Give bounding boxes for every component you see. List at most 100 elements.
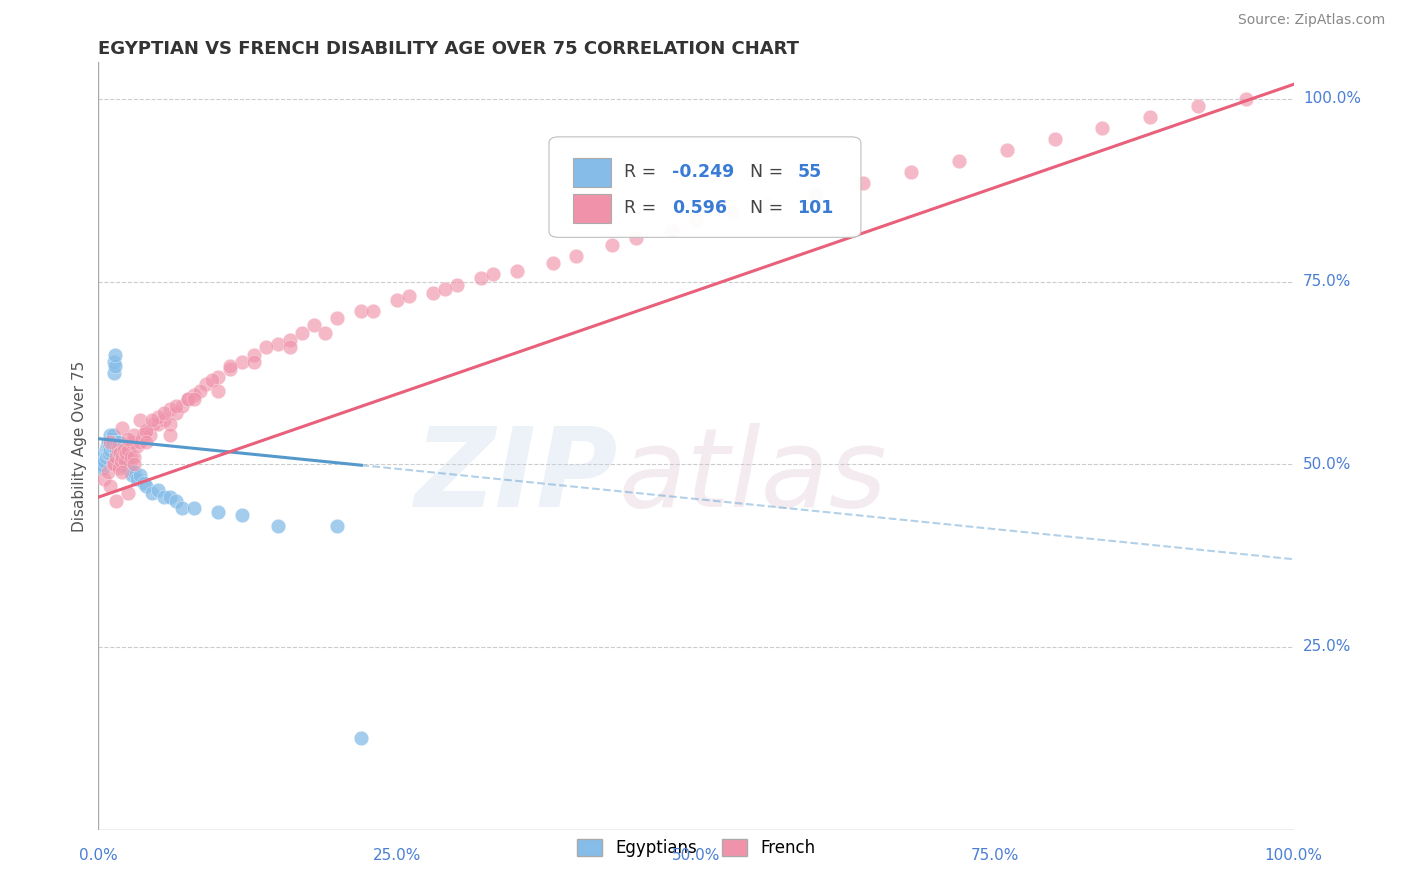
Point	[278, 340, 301, 354]
Point	[91, 461, 114, 475]
Point	[756, 198, 779, 212]
Text: N =: N =	[749, 163, 783, 181]
Point	[111, 465, 134, 479]
Text: N =: N =	[749, 199, 783, 217]
Point	[96, 446, 118, 460]
Point	[117, 442, 139, 457]
Text: 75.0%: 75.0%	[970, 847, 1019, 863]
Point	[101, 428, 124, 442]
Point	[207, 384, 229, 399]
Point	[565, 249, 588, 263]
Point	[1187, 99, 1209, 113]
Point	[105, 493, 128, 508]
Point	[219, 362, 242, 376]
Point	[481, 268, 505, 282]
Point	[291, 326, 314, 340]
Point	[267, 519, 290, 533]
Point	[159, 428, 181, 442]
Point	[90, 457, 112, 471]
Point	[243, 348, 266, 362]
Text: 0.596: 0.596	[672, 199, 727, 217]
FancyBboxPatch shape	[572, 158, 612, 186]
Point	[112, 450, 135, 464]
Point	[398, 289, 420, 303]
Point	[91, 450, 114, 464]
Point	[207, 505, 229, 519]
Point	[108, 446, 131, 460]
Point	[135, 425, 157, 439]
Text: 25.0%: 25.0%	[373, 847, 422, 863]
Text: R =: R =	[624, 199, 657, 217]
Point	[243, 355, 266, 369]
Text: 75.0%: 75.0%	[1303, 274, 1351, 289]
Point	[117, 486, 139, 500]
Point	[107, 435, 129, 450]
Point	[135, 425, 157, 439]
Point	[188, 384, 211, 399]
Point	[96, 439, 118, 453]
Point	[422, 285, 444, 300]
Text: 100.0%: 100.0%	[1264, 847, 1323, 863]
Text: 0.0%: 0.0%	[79, 847, 118, 863]
Point	[120, 450, 142, 464]
Point	[148, 409, 170, 424]
Point	[1234, 92, 1257, 106]
Point	[995, 143, 1018, 157]
Point	[172, 501, 194, 516]
Point	[506, 263, 529, 277]
Point	[93, 472, 115, 486]
Point	[93, 453, 115, 467]
Point	[177, 392, 200, 406]
Point	[363, 303, 385, 318]
Point	[685, 212, 707, 227]
Point	[97, 465, 120, 479]
Point	[446, 278, 468, 293]
Point	[183, 392, 205, 406]
Point	[183, 501, 205, 516]
Point	[98, 435, 122, 450]
Point	[124, 465, 146, 479]
Y-axis label: Disability Age Over 75: Disability Age Over 75	[72, 360, 87, 532]
Point	[114, 446, 136, 460]
Point	[108, 446, 131, 460]
Text: 50.0%: 50.0%	[672, 847, 720, 863]
Point	[105, 435, 128, 450]
Point	[107, 461, 129, 475]
Point	[115, 453, 138, 467]
Point	[129, 468, 152, 483]
Point	[94, 442, 117, 457]
FancyBboxPatch shape	[548, 136, 860, 237]
Point	[139, 428, 162, 442]
Text: -0.249: -0.249	[672, 163, 734, 181]
Point	[302, 318, 325, 333]
Point	[315, 326, 337, 340]
Point	[98, 479, 122, 493]
Text: 25.0%: 25.0%	[1303, 640, 1351, 655]
Point	[124, 457, 146, 471]
Point	[183, 388, 205, 402]
Point	[159, 417, 181, 431]
Point	[132, 475, 155, 490]
Point	[1139, 110, 1161, 124]
Text: atlas: atlas	[619, 423, 887, 530]
Point	[141, 413, 163, 427]
Point	[117, 432, 139, 446]
Point	[93, 446, 115, 460]
Point	[98, 446, 121, 460]
Point	[326, 519, 349, 533]
Point	[541, 256, 564, 270]
Point	[105, 450, 128, 464]
Point	[900, 165, 922, 179]
Text: Source: ZipAtlas.com: Source: ZipAtlas.com	[1237, 13, 1385, 28]
Point	[177, 392, 200, 406]
Point	[165, 399, 187, 413]
Point	[1043, 132, 1066, 146]
Text: 50.0%: 50.0%	[1303, 457, 1351, 472]
Point	[107, 439, 129, 453]
Point	[135, 479, 157, 493]
Point	[132, 428, 155, 442]
Point	[153, 406, 176, 420]
Point	[207, 369, 229, 384]
Point	[97, 435, 120, 450]
Text: EGYPTIAN VS FRENCH DISABILITY AGE OVER 75 CORRELATION CHART: EGYPTIAN VS FRENCH DISABILITY AGE OVER 7…	[98, 40, 800, 58]
